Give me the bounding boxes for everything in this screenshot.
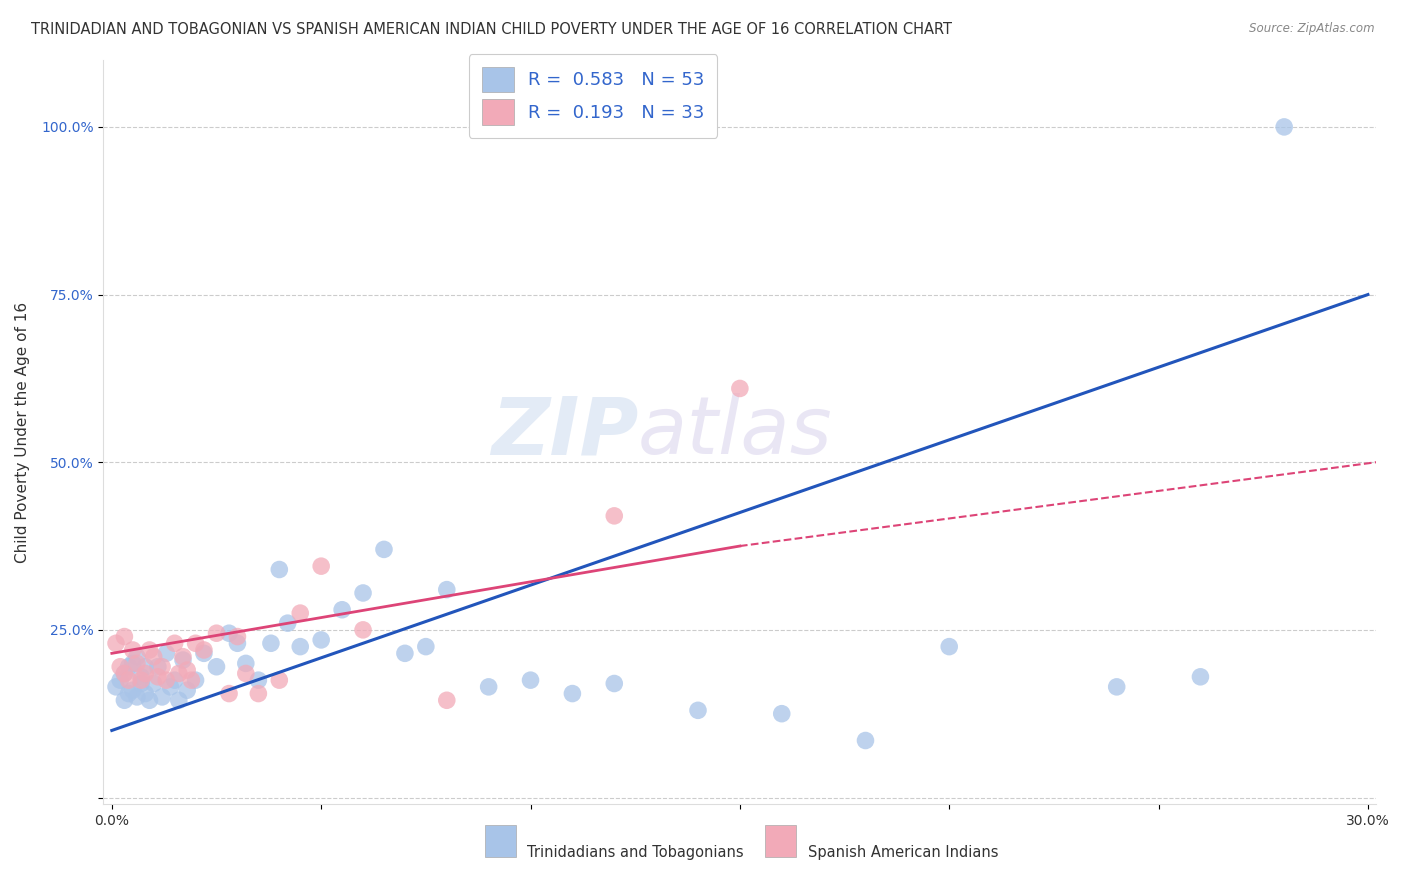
Point [269, 673, 291, 688]
Point [330, 603, 353, 617]
Point [247, 673, 270, 688]
Text: Spanish American Indians: Spanish American Indians [807, 845, 998, 860]
Point [373, 542, 395, 557]
Point [121, 643, 143, 657]
Point [134, 666, 156, 681]
Point [134, 687, 156, 701]
Text: Source: ZipAtlas.com: Source: ZipAtlas.com [1250, 22, 1375, 36]
Point [129, 673, 152, 688]
Point [290, 640, 312, 654]
Point [394, 646, 416, 660]
Point [352, 586, 374, 600]
Point [146, 670, 169, 684]
Point [1272, 120, 1295, 134]
Point [155, 646, 177, 660]
Text: Trinidadians and Tobagonians: Trinidadians and Tobagonians [527, 845, 744, 860]
Point [142, 649, 165, 664]
Point [603, 508, 626, 523]
Point [226, 636, 249, 650]
Point [112, 693, 135, 707]
Point [770, 706, 793, 721]
Point [112, 630, 135, 644]
Point [415, 640, 437, 654]
Point [112, 666, 135, 681]
Point [108, 673, 131, 688]
Point [105, 680, 128, 694]
Point [309, 559, 332, 574]
Point [172, 649, 194, 664]
Point [134, 659, 156, 673]
Point [167, 666, 190, 681]
Point [108, 659, 131, 673]
Point [226, 630, 249, 644]
Point [519, 673, 541, 688]
Point [205, 626, 228, 640]
Point [167, 693, 190, 707]
Point [117, 687, 139, 701]
Point [155, 673, 177, 688]
Point [112, 666, 135, 681]
Point [309, 632, 332, 647]
Text: ZIP: ZIP [491, 393, 638, 471]
Point [121, 657, 143, 671]
Point [184, 636, 207, 650]
Y-axis label: Child Poverty Under the Age of 16: Child Poverty Under the Age of 16 [15, 301, 30, 563]
Point [205, 659, 228, 673]
Point [686, 703, 709, 717]
Point [290, 606, 312, 620]
Point [150, 659, 173, 673]
Point [176, 663, 198, 677]
Point [193, 646, 215, 660]
Point [138, 643, 160, 657]
Point [561, 687, 583, 701]
Point [125, 649, 148, 664]
Point [138, 693, 160, 707]
Point [129, 670, 152, 684]
Point [235, 666, 257, 681]
Point [247, 687, 270, 701]
Point [184, 673, 207, 688]
Point [105, 636, 128, 650]
Point [193, 643, 215, 657]
Point [163, 673, 186, 688]
Point [121, 683, 143, 698]
Point [1105, 680, 1128, 694]
Point [125, 690, 148, 704]
Point [277, 616, 299, 631]
Point [150, 690, 173, 704]
Point [129, 676, 152, 690]
Point [146, 659, 169, 673]
Point [172, 653, 194, 667]
Point [159, 680, 181, 694]
Point [142, 676, 165, 690]
Point [218, 687, 240, 701]
Point [163, 636, 186, 650]
Point [1189, 670, 1212, 684]
Point [436, 693, 458, 707]
Point [235, 657, 257, 671]
Point [269, 562, 291, 576]
Text: atlas: atlas [638, 393, 832, 471]
Point [180, 673, 202, 688]
Point [117, 673, 139, 688]
Point [728, 381, 751, 395]
Point [855, 733, 877, 747]
Point [125, 657, 148, 671]
Point [436, 582, 458, 597]
Point [218, 626, 240, 640]
Point [352, 623, 374, 637]
Point [117, 659, 139, 673]
Point [260, 636, 283, 650]
Legend: R =  0.583   N = 53, R =  0.193   N = 33: R = 0.583 N = 53, R = 0.193 N = 33 [468, 54, 717, 137]
Point [176, 683, 198, 698]
Point [478, 680, 501, 694]
Point [603, 676, 626, 690]
Text: TRINIDADIAN AND TOBAGONIAN VS SPANISH AMERICAN INDIAN CHILD POVERTY UNDER THE AG: TRINIDADIAN AND TOBAGONIAN VS SPANISH AM… [31, 22, 952, 37]
Point [938, 640, 960, 654]
